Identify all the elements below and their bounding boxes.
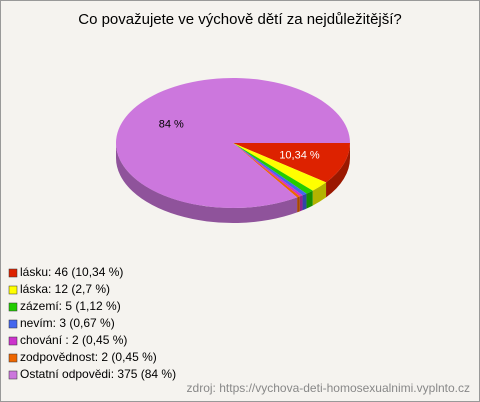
- slice-side: [312, 182, 327, 206]
- chart-title: Co považujete ve výchově dětí za nejdůle…: [78, 11, 402, 28]
- legend-label: chování : 2 (0,45 %): [20, 333, 127, 347]
- legend-swatch: [8, 370, 18, 380]
- legend-swatch: [8, 353, 18, 363]
- legend-swatch: [8, 302, 18, 312]
- legend-label: nevím: 3 (0,67 %): [20, 316, 115, 330]
- legend-swatch: [8, 268, 18, 278]
- slice-label: 84 %: [159, 118, 184, 130]
- slice: [233, 143, 303, 197]
- legend-swatch: [8, 285, 18, 295]
- slice-side: [326, 143, 350, 198]
- slice: [116, 77, 351, 209]
- source: zdroj: https://vychova-deti-homosexualni…: [187, 381, 470, 395]
- legend-label: zodpovědnost: 2 (0,45 %): [20, 350, 157, 364]
- legend-swatch: [8, 336, 18, 346]
- slice: [233, 143, 307, 196]
- legend-label: láska: 12 (2,7 %): [20, 282, 110, 296]
- legend-label: zázemí: 5 (1,12 %): [20, 299, 121, 313]
- slice: [233, 143, 327, 191]
- slice: [233, 143, 300, 198]
- legend-label: lásku: 46 (10,34 %): [20, 265, 123, 279]
- slice-side: [297, 196, 300, 213]
- slice-side: [299, 195, 303, 212]
- slice-label: 10,34 %: [279, 149, 320, 161]
- slice-side: [306, 190, 313, 209]
- slice-side: [302, 193, 307, 211]
- slice-side: [116, 143, 298, 223]
- legend-label: Ostatní odpovědi: 375 (84 %): [20, 367, 176, 381]
- slice: [233, 143, 350, 183]
- legend-swatch: [8, 319, 18, 329]
- slice: [233, 143, 313, 194]
